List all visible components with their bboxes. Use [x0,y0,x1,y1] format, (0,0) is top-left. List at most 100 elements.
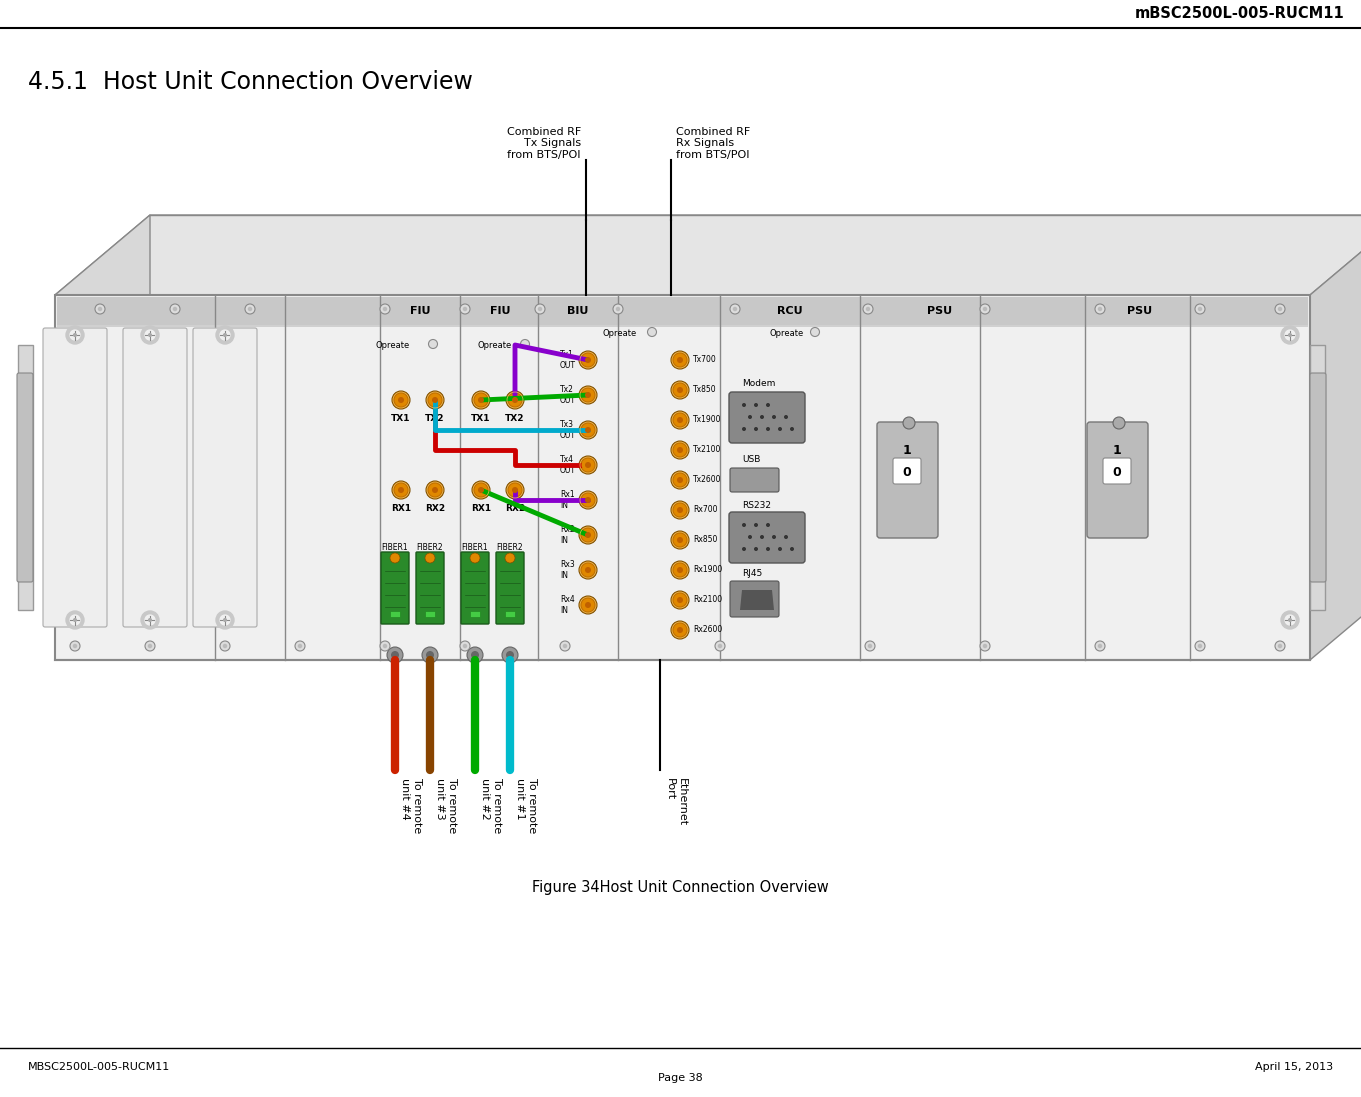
Circle shape [1275,304,1285,314]
Text: PSU: PSU [1127,306,1153,316]
FancyBboxPatch shape [876,422,938,538]
Circle shape [391,553,400,563]
Circle shape [671,411,689,429]
Text: RX2: RX2 [425,504,445,513]
Circle shape [578,386,597,404]
Circle shape [392,391,410,409]
Text: FIBER1: FIBER1 [461,543,489,552]
Circle shape [1098,307,1102,312]
Circle shape [581,529,595,542]
Circle shape [223,333,226,337]
Circle shape [170,304,180,314]
Circle shape [749,535,753,539]
Circle shape [426,391,444,409]
Circle shape [538,307,542,312]
FancyBboxPatch shape [1311,373,1326,583]
Circle shape [1285,615,1294,625]
Circle shape [676,387,683,393]
Text: Rx2600: Rx2600 [693,625,723,634]
Circle shape [715,641,725,651]
Circle shape [220,615,230,625]
Polygon shape [54,215,150,660]
Circle shape [585,357,591,363]
Text: Tx3
OUT: Tx3 OUT [559,420,576,440]
Circle shape [759,535,764,539]
Circle shape [382,307,388,312]
Text: Combined RF
Rx Signals
from BTS/POI: Combined RF Rx Signals from BTS/POI [676,127,750,160]
Circle shape [578,351,597,369]
Text: 0: 0 [1113,466,1121,479]
Circle shape [1289,333,1292,337]
Circle shape [1198,307,1202,312]
Text: Opreate: Opreate [603,328,637,338]
Circle shape [766,427,770,431]
Circle shape [671,561,689,579]
Circle shape [732,307,738,312]
FancyBboxPatch shape [461,552,489,624]
Circle shape [422,647,438,663]
Circle shape [1198,644,1202,648]
Circle shape [581,423,595,437]
Circle shape [648,328,656,337]
Text: MBSC2500L-005-RUCM11: MBSC2500L-005-RUCM11 [29,1062,170,1072]
Circle shape [766,547,770,551]
Circle shape [742,403,746,407]
Circle shape [65,326,84,344]
Circle shape [676,597,683,603]
Circle shape [811,328,819,337]
Text: Opreate: Opreate [478,340,512,350]
Circle shape [1113,417,1126,429]
Circle shape [1098,644,1102,648]
Circle shape [578,491,597,509]
Circle shape [216,611,234,629]
Text: RX1: RX1 [391,504,411,513]
Circle shape [866,641,875,651]
Circle shape [674,504,686,517]
Polygon shape [54,215,1361,295]
Bar [57,297,1308,325]
Circle shape [391,651,399,659]
Circle shape [470,553,480,563]
Circle shape [562,644,568,648]
Text: TX1: TX1 [471,414,491,423]
Circle shape [478,397,485,403]
Circle shape [778,547,783,551]
Circle shape [585,497,591,504]
Text: To remote
unit #2: To remote unit #2 [480,778,502,834]
Circle shape [674,564,686,577]
Bar [18,344,33,610]
FancyBboxPatch shape [495,552,524,624]
Circle shape [615,307,621,312]
Circle shape [772,415,776,419]
FancyBboxPatch shape [122,328,186,627]
Text: 1: 1 [902,443,912,456]
Text: RJ45: RJ45 [742,568,762,577]
Text: Tx2100: Tx2100 [693,445,721,454]
Circle shape [581,564,595,577]
Circle shape [223,619,226,621]
Text: Ethernet
Port: Ethernet Port [666,778,686,826]
Circle shape [980,641,989,651]
Circle shape [585,462,591,468]
Circle shape [248,307,252,312]
Text: 0: 0 [902,466,912,479]
Circle shape [463,644,467,648]
FancyBboxPatch shape [381,552,410,624]
Text: Tx1900: Tx1900 [693,416,721,425]
Circle shape [866,307,870,312]
Circle shape [1285,330,1294,340]
Circle shape [676,357,683,363]
Circle shape [1096,641,1105,651]
Polygon shape [1311,215,1361,660]
FancyBboxPatch shape [1087,422,1147,538]
Circle shape [463,307,467,312]
Circle shape [460,304,470,314]
Circle shape [863,304,872,314]
Text: TX2: TX2 [425,414,445,423]
Circle shape [674,384,686,396]
Circle shape [72,644,78,648]
Text: Opreate: Opreate [376,340,410,350]
Circle shape [387,647,403,663]
Text: RS232: RS232 [742,500,770,509]
Circle shape [429,484,441,497]
